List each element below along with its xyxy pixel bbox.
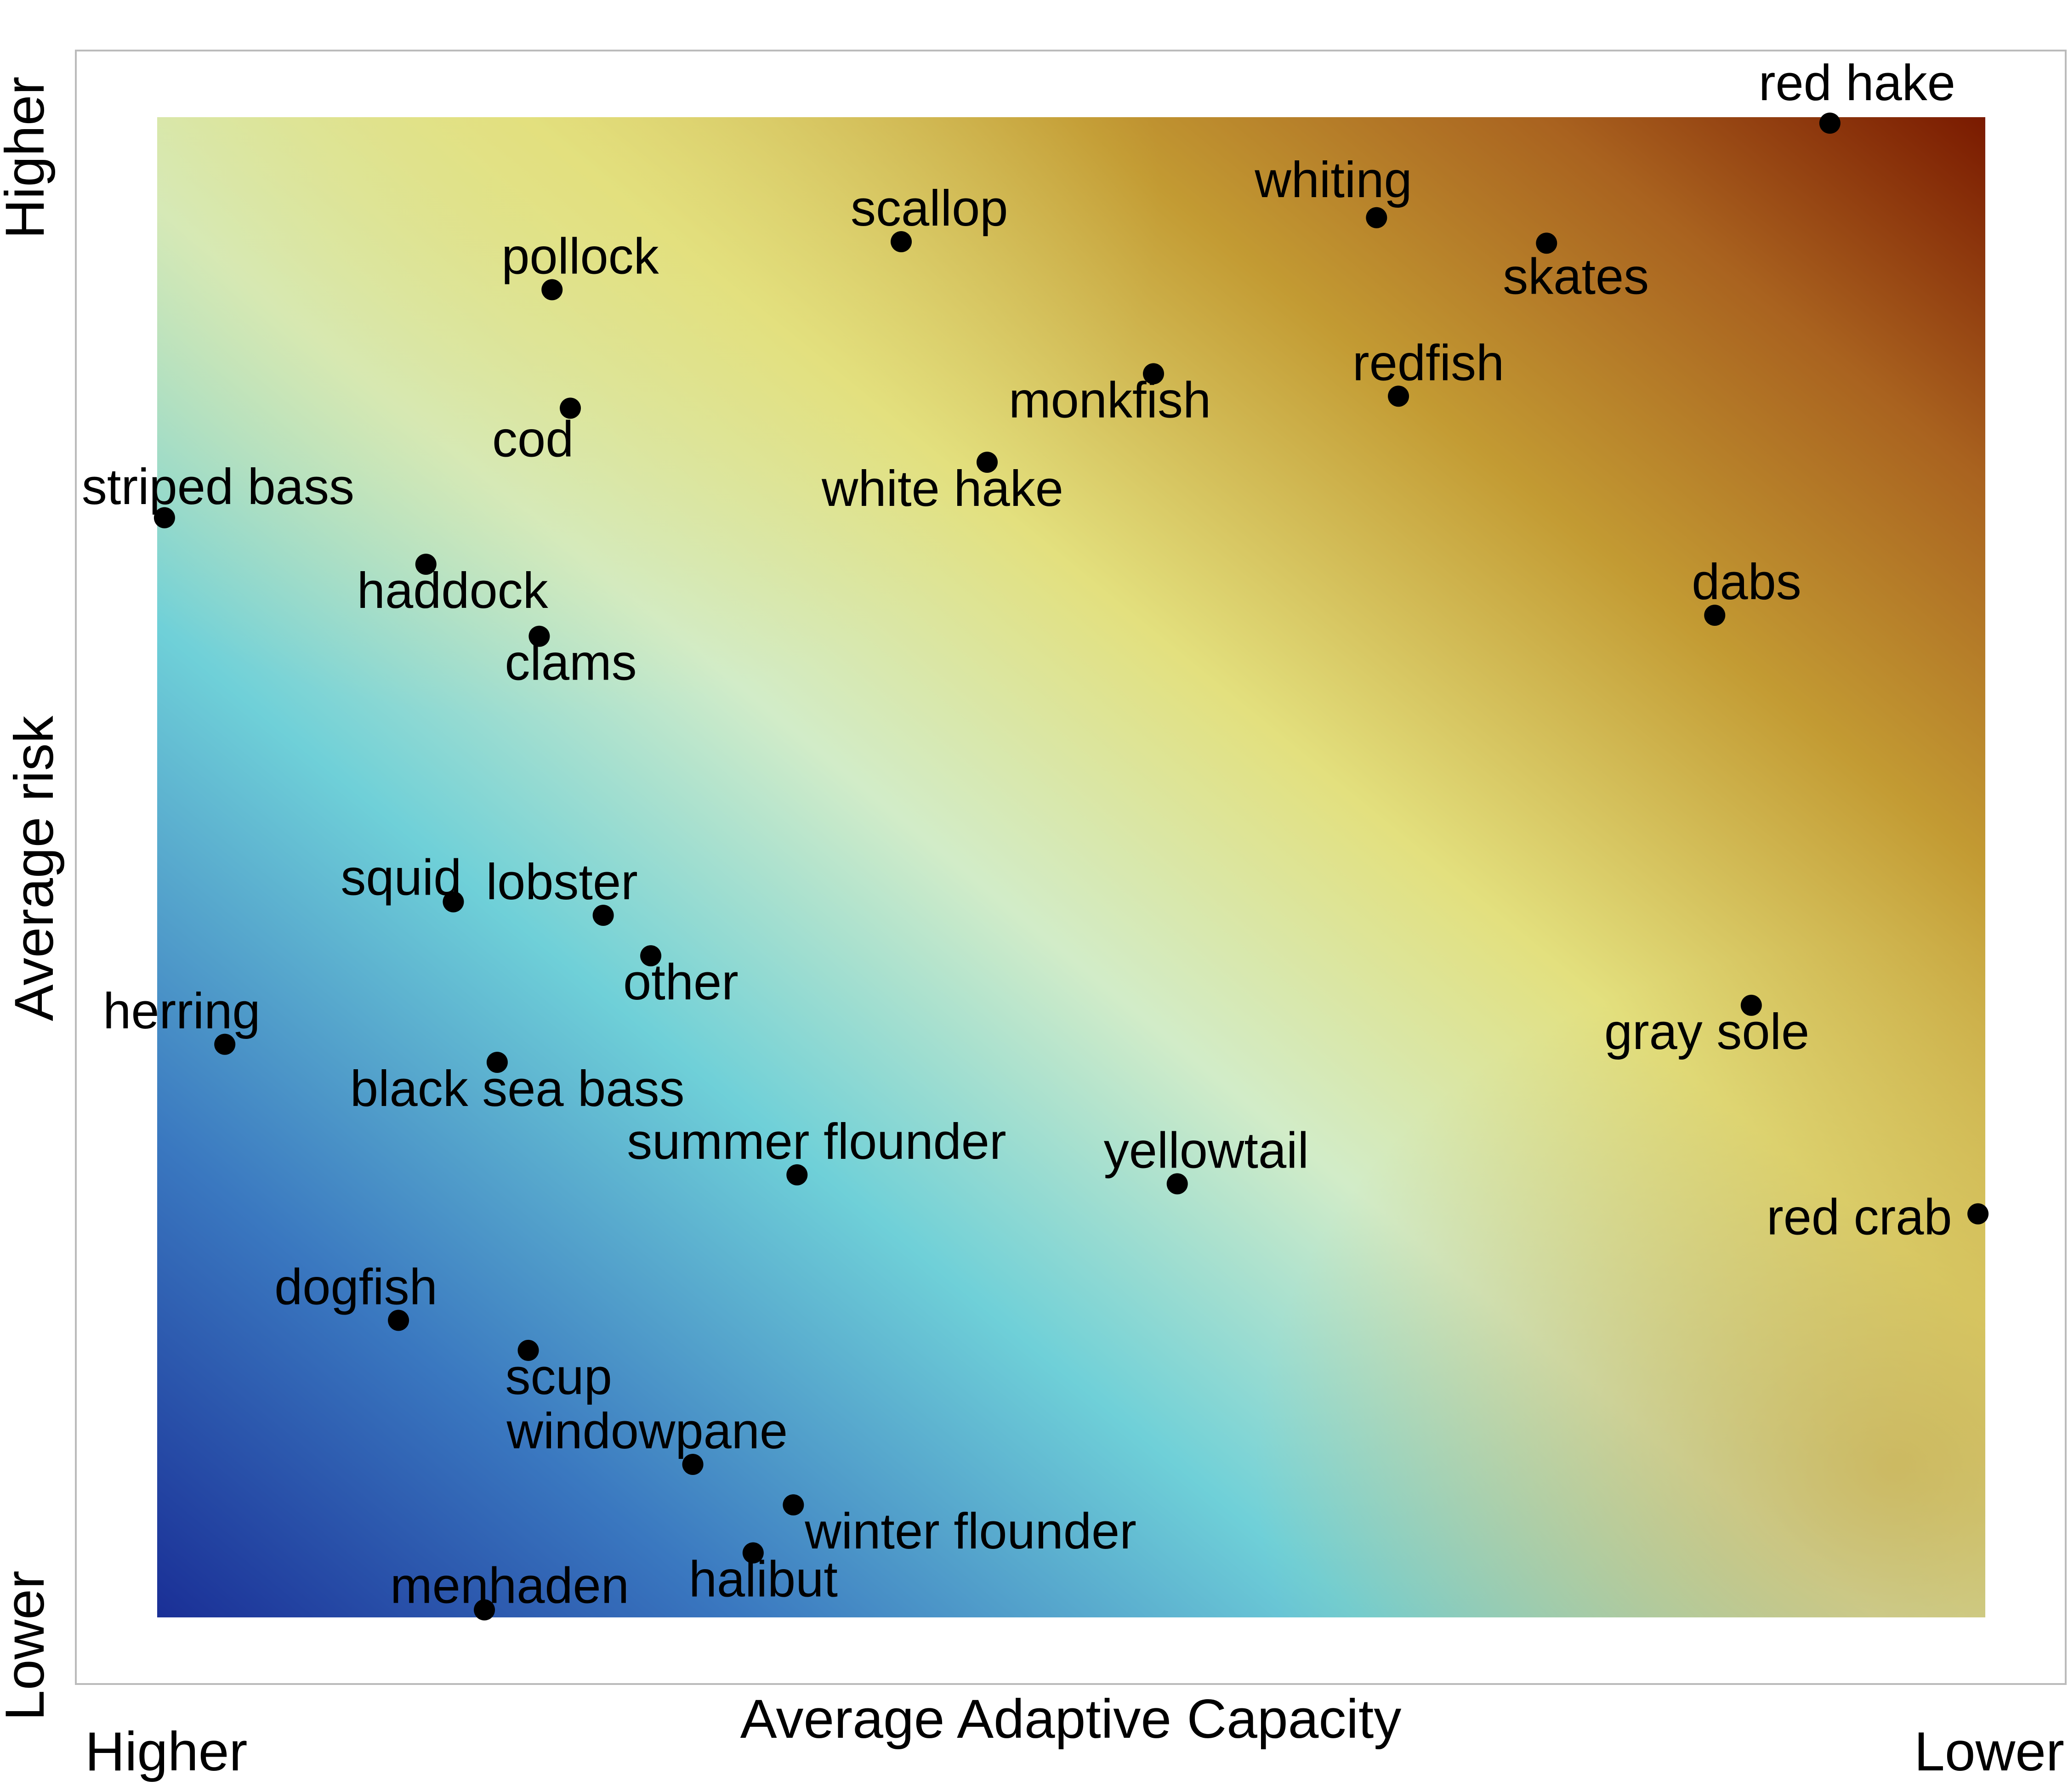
point-label: haddock — [357, 562, 549, 619]
point-marker — [1143, 363, 1165, 385]
point-marker — [977, 451, 998, 473]
point-marker — [1967, 1203, 1989, 1225]
point-marker — [443, 891, 464, 913]
points-layer: red hake whiting skates scallop pollock monkf… — [82, 55, 1989, 1621]
x-axis-label: Average Adaptive Capacity — [740, 1688, 1402, 1750]
point-halibut: halibut — [689, 1542, 838, 1608]
point-red-crab: red crab — [1767, 1189, 1989, 1246]
point-marker — [640, 945, 662, 967]
point-label: windowpane — [506, 1403, 788, 1459]
point-label: black sea bass — [350, 1060, 685, 1117]
y-axis-low-end-label: Lower — [0, 1571, 56, 1721]
point-marker — [1388, 386, 1409, 407]
point-marker — [1366, 207, 1387, 228]
point-label: yellowtail — [1104, 1122, 1309, 1179]
point-marker — [1166, 1173, 1188, 1195]
y-axis-high-end-label: Higher — [0, 77, 56, 239]
point-gray-sole: gray sole — [1604, 994, 1809, 1060]
point-clams: clams — [505, 625, 637, 691]
point-label: dogfish — [274, 1259, 437, 1316]
point-marker — [541, 279, 563, 301]
point-dabs: dabs — [1692, 554, 1801, 626]
point-marker — [474, 1599, 495, 1621]
point-herring: herring — [103, 983, 261, 1055]
point-white-hake: white hake — [821, 451, 1063, 517]
point-red-hake: red hake — [1759, 55, 1955, 134]
point-winter-flounder: winter flounder — [783, 1494, 1136, 1559]
point-cod: cod — [492, 397, 581, 467]
point-haddock: haddock — [357, 553, 549, 619]
point-marker — [528, 625, 550, 647]
point-label: squid — [341, 850, 461, 906]
point-label: monkfish — [1009, 372, 1211, 428]
point-striped-bass: striped bass — [82, 459, 354, 528]
point-marker — [214, 1033, 236, 1055]
point-label: gray sole — [1604, 1004, 1809, 1060]
point-label: redfish — [1352, 335, 1504, 391]
point-marker — [388, 1310, 409, 1331]
point-summer-flounder: summer flounder — [627, 1113, 1006, 1185]
point-marker — [891, 231, 912, 252]
point-label: clams — [505, 635, 636, 691]
point-marker — [415, 553, 437, 575]
point-label: red hake — [1759, 55, 1955, 111]
point-menhaden: menhaden — [390, 1558, 629, 1621]
point-label: pollock — [501, 228, 659, 284]
point-label: scallop — [851, 180, 1008, 237]
point-label: whiting — [1254, 152, 1412, 208]
point-marker — [1819, 113, 1841, 134]
point-label: striped bass — [82, 459, 354, 515]
point-windowpane: windowpane — [506, 1403, 788, 1475]
x-axis-low-end-label: Higher — [85, 1721, 248, 1782]
point-redfish: redfish — [1352, 335, 1504, 407]
point-marker — [153, 507, 175, 528]
point-marker — [783, 1494, 804, 1516]
point-scallop: scallop — [851, 180, 1008, 252]
point-marker — [486, 1051, 508, 1073]
point-label: herring — [103, 983, 260, 1039]
point-label: menhaden — [390, 1558, 629, 1614]
y-axis-label: Average risk — [3, 715, 65, 1021]
point-other: other — [623, 945, 739, 1010]
point-label: cod — [492, 411, 574, 467]
point-marker — [560, 397, 581, 419]
point-label: red crab — [1767, 1189, 1952, 1246]
gradient-overlay-right — [157, 117, 1985, 1617]
point-pollock: pollock — [501, 228, 659, 301]
point-yellowtail: yellowtail — [1104, 1122, 1309, 1195]
point-label: halibut — [689, 1551, 838, 1608]
point-marker — [742, 1542, 764, 1564]
point-whiting: whiting — [1254, 152, 1412, 228]
point-monkfish: monkfish — [1009, 363, 1211, 428]
point-label: winter flounder — [804, 1503, 1136, 1559]
point-label: skates — [1503, 248, 1649, 305]
point-dogfish: dogfish — [274, 1259, 437, 1331]
point-label: summer flounder — [627, 1113, 1006, 1170]
point-label: dabs — [1692, 554, 1801, 610]
point-label: white hake — [821, 460, 1063, 517]
point-scup: scup — [506, 1339, 612, 1405]
point-lobster: lobster — [486, 854, 638, 926]
x-axis-high-end-label: Lower — [1914, 1721, 2064, 1782]
point-marker — [1536, 233, 1557, 254]
point-marker — [1704, 604, 1726, 626]
point-marker — [1740, 994, 1762, 1016]
point-skates: skates — [1503, 233, 1649, 305]
point-marker — [517, 1339, 539, 1361]
point-marker — [682, 1453, 704, 1475]
point-squid: squid — [341, 850, 464, 913]
point-marker — [592, 904, 614, 926]
point-label: lobster — [486, 854, 638, 910]
point-label: other — [623, 954, 739, 1010]
point-black-sea-bass: black sea bass — [350, 1051, 685, 1117]
point-marker — [786, 1164, 808, 1185]
point-label: scup — [506, 1349, 612, 1405]
